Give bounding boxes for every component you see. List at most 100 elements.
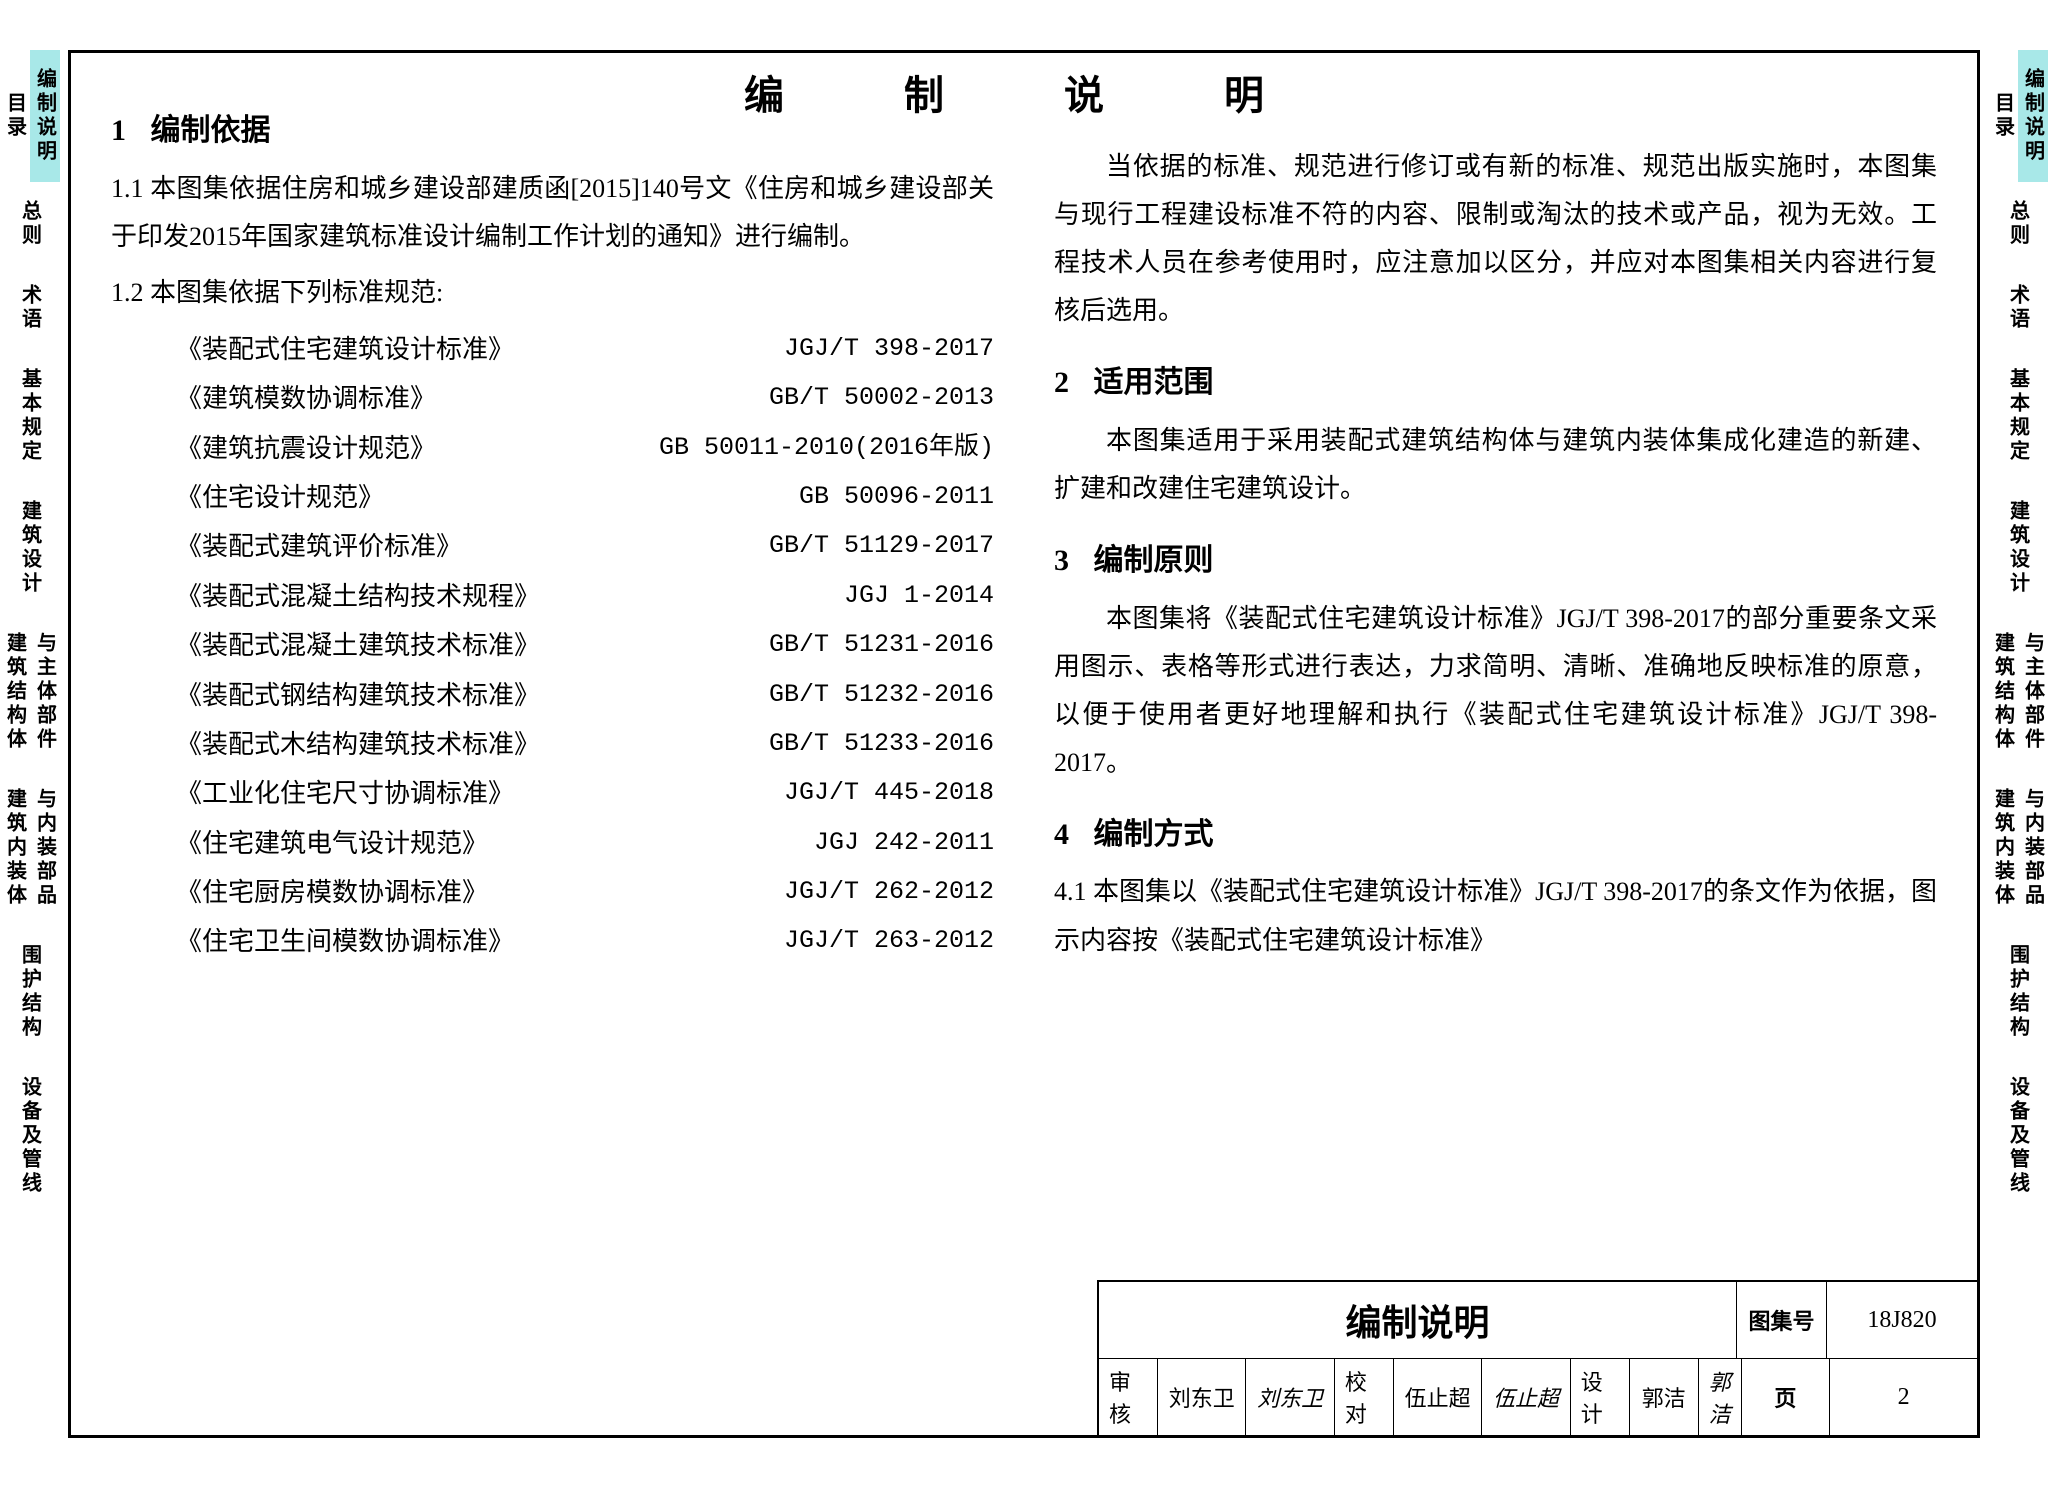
tab-terms-r[interactable]: 术语 — [1988, 266, 2048, 350]
tab-interior-body[interactable]: 建筑内装体 — [0, 770, 30, 926]
standard-row: 《住宅设计规范》 GB 50096-2011 — [176, 473, 994, 522]
section-3-title: 编制原则 — [1094, 544, 1214, 577]
standard-code: GB 50011-2010(2016年版) — [659, 424, 994, 473]
standard-name: 《住宅卫生间模数协调标准》 — [176, 917, 514, 966]
standard-row: 《建筑抗震设计规范》 GB 50011-2010(2016年版) — [176, 424, 994, 473]
footer-review-label: 审核 — [1099, 1359, 1158, 1435]
section-2-num: 2 — [1054, 366, 1069, 399]
standard-name: 《建筑模数协调标准》 — [176, 374, 436, 423]
tab-main-parts[interactable]: 与主体部件 — [30, 614, 60, 770]
standard-code: GB/T 51232-2016 — [769, 671, 994, 720]
section-3-num: 3 — [1054, 544, 1069, 577]
standard-row: 《住宅厨房模数协调标准》 JGJ/T 262-2012 — [176, 868, 994, 917]
section-1-head: 1 编制依据 — [111, 103, 994, 159]
tab-interior-parts[interactable]: 与内装部品 — [30, 770, 60, 926]
tab-terms[interactable]: 术语 — [0, 266, 60, 350]
footer-check-label: 校对 — [1335, 1359, 1394, 1435]
tab-interior-body-r[interactable]: 建筑内装体 — [1988, 770, 2018, 926]
footer-design-label: 设计 — [1571, 1359, 1630, 1435]
section-2-title: 适用范围 — [1094, 366, 1214, 399]
page-frame: 编 制 说 明 1 编制依据 1.1 本图集依据住房和城乡建设部建质函[2015… — [68, 50, 1980, 1438]
footer-checker: 伍止超 — [1394, 1359, 1482, 1435]
standard-name: 《建筑抗震设计规范》 — [176, 424, 436, 473]
standard-name: 《住宅厨房模数协调标准》 — [176, 868, 488, 917]
tab-basic-rules[interactable]: 基本规定 — [0, 350, 60, 482]
tab-equipment[interactable]: 设备及管线 — [0, 1058, 60, 1214]
standards-list: 《装配式住宅建筑设计标准》 JGJ/T 398-2017 《建筑模数协调标准》 GB/… — [176, 325, 994, 967]
tab-arch-design[interactable]: 建筑设计 — [0, 482, 60, 614]
standard-row: 《装配式建筑评价标准》 GB/T 51129-2017 — [176, 522, 994, 571]
standard-code: JGJ/T 398-2017 — [784, 325, 994, 374]
standard-name: 《装配式住宅建筑设计标准》 — [176, 325, 514, 374]
footer-reviewer: 刘东卫 — [1158, 1359, 1246, 1435]
standard-name: 《装配式木结构建筑技术标准》 — [176, 720, 540, 769]
standard-code: GB/T 50002-2013 — [769, 374, 994, 423]
standard-name: 《住宅设计规范》 — [176, 473, 384, 522]
standard-row: 《建筑模数协调标准》 GB/T 50002-2013 — [176, 374, 994, 423]
footer-atlas-no: 18J820 — [1827, 1282, 1977, 1358]
section-3-p1: 本图集将《装配式住宅建筑设计标准》JGJ/T 398-2017的部分重要条文采用… — [1054, 595, 1937, 787]
standard-name: 《住宅建筑电气设计规范》 — [176, 819, 488, 868]
tab-arch-design-r[interactable]: 建筑设计 — [1988, 482, 2048, 614]
right-intro: 当依据的标准、规范进行修订或有新的标准、规范出版实施时，本图集与现行工程建设标准… — [1054, 143, 1937, 335]
tab-basic-rules-r[interactable]: 基本规定 — [1988, 350, 2048, 482]
footer-designer: 郭洁 — [1630, 1359, 1699, 1435]
standard-code: JGJ/T 262-2012 — [784, 868, 994, 917]
standard-row: 《装配式木结构建筑技术标准》 GB/T 51233-2016 — [176, 720, 994, 769]
standard-code: GB/T 51231-2016 — [769, 621, 994, 670]
standard-row: 《装配式混凝土建筑技术标准》 GB/T 51231-2016 — [176, 621, 994, 670]
footer-check-sig: 伍止超 — [1482, 1359, 1570, 1435]
standard-row: 《住宅建筑电气设计规范》 JGJ 242-2011 — [176, 819, 994, 868]
section-2-p1: 本图集适用于采用装配式建筑结构体与建筑内装体集成化建造的新建、扩建和改建住宅建筑… — [1054, 417, 1937, 513]
tab-general[interactable]: 总则 — [0, 182, 60, 266]
section-4-num: 4 — [1054, 818, 1069, 851]
tab-structure-body[interactable]: 建筑结构体 — [0, 614, 30, 770]
tab-general-r[interactable]: 总则 — [1988, 182, 2048, 266]
footer-page-no: 2 — [1830, 1359, 1977, 1435]
standard-name: 《工业化住宅尺寸协调标准》 — [176, 769, 514, 818]
tab-compilation-notes-r[interactable]: 编制说明 — [2018, 50, 2048, 182]
section-1-p1: 1.1 本图集依据住房和城乡建设部建质函[2015]140号文《住房和城乡建设部… — [111, 165, 994, 261]
footer-review-sig: 刘东卫 — [1246, 1359, 1334, 1435]
tab-structure-body-r[interactable]: 建筑结构体 — [1988, 614, 2018, 770]
section-1-p2: 1.2 本图集依据下列标准规范: — [111, 269, 994, 317]
footer-title: 编制说明 — [1099, 1282, 1737, 1358]
standard-code: GB 50096-2011 — [799, 473, 994, 522]
standard-row: 《住宅卫生间模数协调标准》JGJ/T 263-2012 — [176, 917, 994, 966]
standard-code: JGJ 1-2014 — [844, 572, 994, 621]
tab-toc[interactable]: 目录 — [0, 50, 30, 182]
standard-code: JGJ 242-2011 — [814, 819, 994, 868]
standard-code: JGJ/T 445-2018 — [784, 769, 994, 818]
standard-row: 《工业化住宅尺寸协调标准》 JGJ/T 445-2018 — [176, 769, 994, 818]
footer-atlas-label: 图集号 — [1737, 1282, 1827, 1358]
standard-name: 《装配式混凝土结构技术规程》 — [176, 572, 540, 621]
tab-interior-parts-r[interactable]: 与内装部品 — [2018, 770, 2048, 926]
right-column: 当依据的标准、规范进行修订或有新的标准、规范出版实施时，本图集与现行工程建设标准… — [1054, 83, 1937, 1315]
footer-block: 编制说明 图集号 18J820 审核 刘东卫 刘东卫 校对 伍止超 伍止超 设计… — [1097, 1280, 1977, 1435]
standard-name: 《装配式建筑评价标准》 — [176, 522, 462, 571]
standard-code: GB/T 51129-2017 — [769, 522, 994, 571]
left-column: 1 编制依据 1.1 本图集依据住房和城乡建设部建质函[2015]140号文《住… — [111, 83, 994, 1315]
right-side-tabs: 目录 编制说明 总则 术语 基本规定 建筑设计 建筑结构体 与主体部件 建筑内装… — [1988, 50, 2048, 1214]
standard-row: 《装配式钢结构建筑技术标准》 GB/T 51232-2016 — [176, 671, 994, 720]
tab-toc-r[interactable]: 目录 — [1988, 50, 2018, 182]
tab-enclosure[interactable]: 围护结构 — [0, 926, 60, 1058]
tab-compilation-notes[interactable]: 编制说明 — [30, 50, 60, 182]
section-4-title: 编制方式 — [1094, 818, 1214, 851]
tab-equipment-r[interactable]: 设备及管线 — [1988, 1058, 2048, 1214]
section-3-head: 3 编制原则 — [1054, 533, 1937, 589]
section-1-num: 1 — [111, 114, 126, 147]
standard-name: 《装配式混凝土建筑技术标准》 — [176, 621, 540, 670]
left-side-tabs: 目录 编制说明 总则 术语 基本规定 建筑设计 建筑结构体 与主体部件 建筑内装… — [0, 50, 60, 1214]
standard-name: 《装配式钢结构建筑技术标准》 — [176, 671, 540, 720]
footer-design-sig: 郭洁 — [1699, 1359, 1742, 1435]
standard-row: 《装配式住宅建筑设计标准》 JGJ/T 398-2017 — [176, 325, 994, 374]
tab-main-parts-r[interactable]: 与主体部件 — [2018, 614, 2048, 770]
standard-row: 《装配式混凝土结构技术规程》 JGJ 1-2014 — [176, 572, 994, 621]
section-1-title: 编制依据 — [151, 114, 271, 147]
standard-code: GB/T 51233-2016 — [769, 720, 994, 769]
section-4-head: 4 编制方式 — [1054, 807, 1937, 863]
content-columns: 1 编制依据 1.1 本图集依据住房和城乡建设部建质函[2015]140号文《住… — [111, 83, 1937, 1315]
section-4-p1: 4.1 本图集以《装配式住宅建筑设计标准》JGJ/T 398-2017的条文作为… — [1054, 868, 1937, 964]
tab-enclosure-r[interactable]: 围护结构 — [1988, 926, 2048, 1058]
